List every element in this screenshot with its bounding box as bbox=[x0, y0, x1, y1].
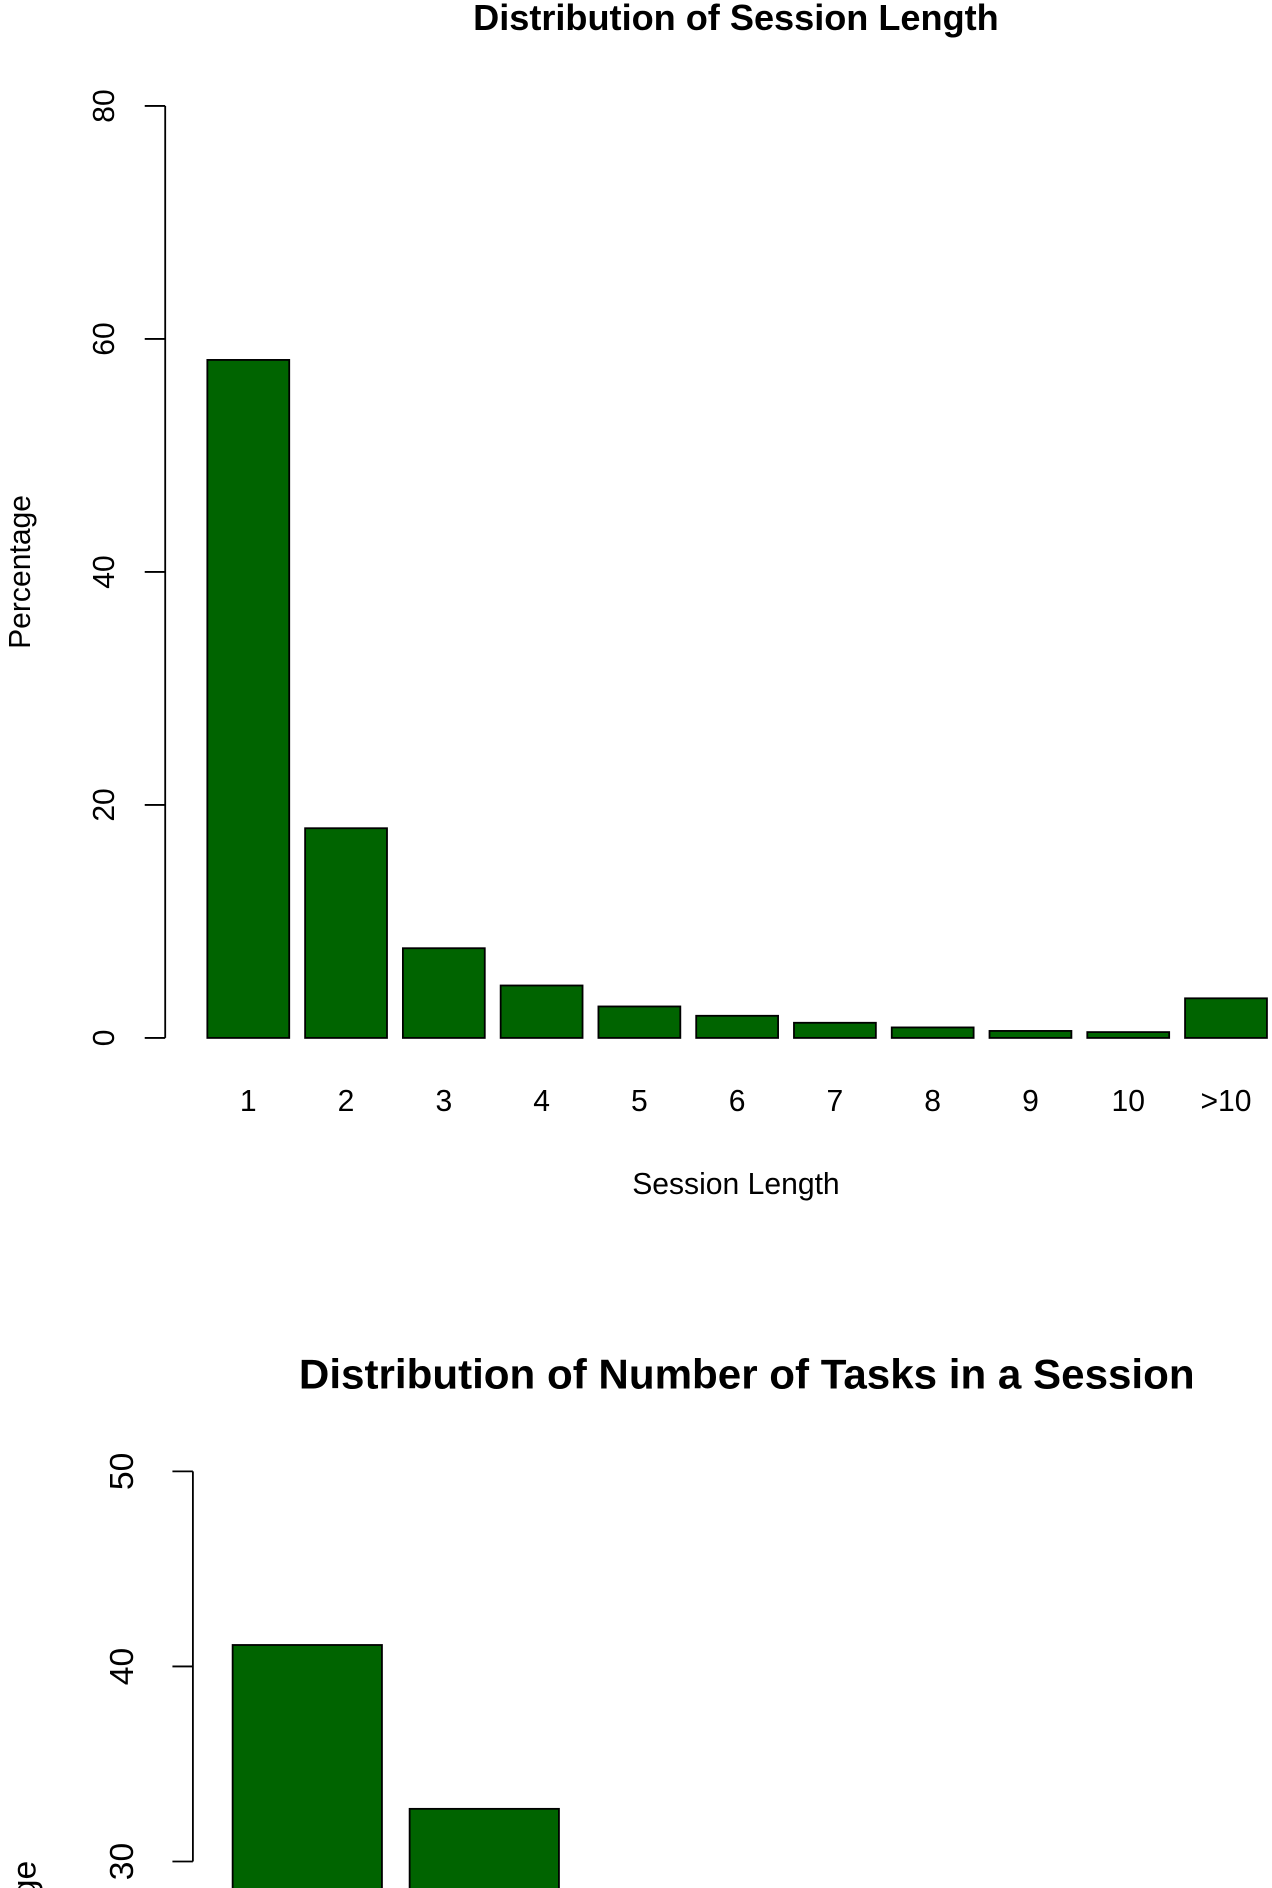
y-tick-label: 60 bbox=[88, 322, 121, 355]
x-tick-label: 2 bbox=[338, 1085, 355, 1118]
x-tick-label: 8 bbox=[924, 1085, 941, 1118]
y-tick-label: 20 bbox=[88, 788, 121, 821]
bar bbox=[988, 1030, 1073, 1039]
bar bbox=[597, 1005, 682, 1039]
y-axis-label: Percentage bbox=[6, 1861, 44, 1888]
y-tick-label: 50 bbox=[103, 1453, 141, 1490]
y-axis-label: Percentage bbox=[4, 495, 37, 649]
bar bbox=[206, 359, 291, 1039]
x-axis-label: Session Length bbox=[632, 1168, 839, 1201]
bar bbox=[499, 984, 584, 1039]
y-tick-label: 0 bbox=[88, 1030, 121, 1047]
bar bbox=[408, 1807, 560, 1888]
bar bbox=[890, 1026, 975, 1039]
x-tick-label: 5 bbox=[631, 1085, 648, 1118]
bar bbox=[1086, 1031, 1171, 1039]
chart-title: Distribution of Number of Tasks in a Ses… bbox=[299, 1351, 1195, 1398]
chart-title: Distribution of Session Length bbox=[473, 0, 999, 38]
x-tick-label: 6 bbox=[729, 1085, 746, 1118]
bar bbox=[231, 1644, 383, 1888]
x-tick-label: >10 bbox=[1200, 1085, 1251, 1118]
bar bbox=[401, 947, 486, 1039]
bar bbox=[695, 1014, 779, 1039]
y-tick-label: 40 bbox=[103, 1648, 141, 1686]
x-tick-label: 3 bbox=[435, 1085, 452, 1118]
bar bbox=[793, 1021, 877, 1039]
x-tick-label: 1 bbox=[240, 1085, 257, 1118]
x-tick-label: 9 bbox=[1022, 1085, 1039, 1118]
x-tick-label: 7 bbox=[827, 1085, 844, 1118]
bar bbox=[1184, 997, 1268, 1039]
x-tick-label: 4 bbox=[533, 1085, 550, 1118]
y-tick-label: 80 bbox=[88, 89, 121, 122]
y-tick-label: 30 bbox=[103, 1843, 141, 1880]
x-tick-label: 10 bbox=[1111, 1085, 1144, 1118]
y-tick-label: 40 bbox=[88, 555, 121, 588]
bar bbox=[304, 827, 388, 1039]
